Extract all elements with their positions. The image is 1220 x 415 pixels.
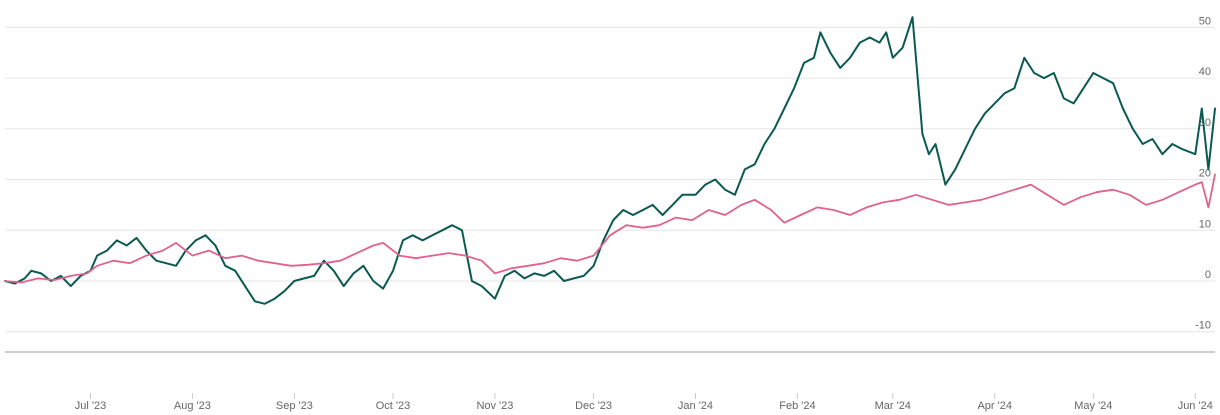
y-tick-label: 30 (1199, 117, 1211, 129)
series-lines (4, 16, 1216, 305)
y-tick-label: 50 (1199, 15, 1211, 27)
x-tick-label: Oct '23 (376, 400, 411, 412)
x-tick-label: Jan '24 (678, 400, 713, 412)
x-tick-label: Mar '24 (875, 400, 911, 412)
series-line-1 (4, 16, 1216, 305)
y-tick-label: 10 (1199, 218, 1211, 230)
y-axis-ticks: -10 0 10 20 30 40 50 (1195, 15, 1211, 331)
x-tick-label: Apr '24 (977, 400, 1012, 412)
x-axis-ticks: Jul '23 Aug '23 Sep '23 Oct '23 Nov '23 Dec '… (75, 393, 1213, 412)
x-tick-label: May '24 (1074, 400, 1112, 412)
y-tick-label: 20 (1199, 168, 1211, 180)
y-tick-label: 40 (1199, 66, 1211, 78)
x-tick-label: Feb '24 (779, 400, 815, 412)
series-line-2 (4, 173, 1216, 284)
x-tick-label: Aug '23 (174, 400, 211, 412)
y-tick-label: -10 (1195, 320, 1211, 332)
x-tick-label: Dec '23 (575, 400, 612, 412)
x-tick-label: Sep '23 (276, 400, 313, 412)
x-tick-label: Nov '23 (476, 400, 513, 412)
x-tick-label: Jul '23 (75, 400, 106, 412)
x-tick-label: Jun '24 (1178, 400, 1213, 412)
y-tick-label: 0 (1205, 269, 1211, 281)
grid-lines (5, 26, 1215, 333)
